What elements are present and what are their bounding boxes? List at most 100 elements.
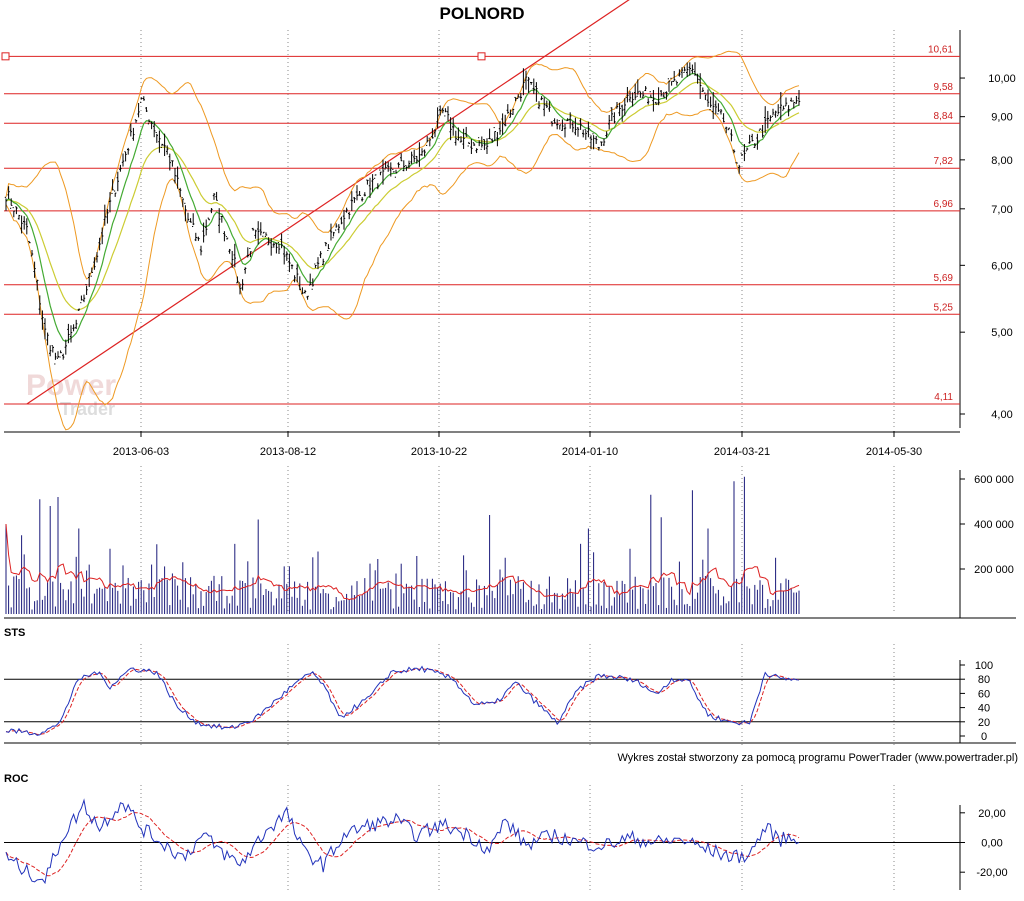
price-bar <box>205 219 208 236</box>
price-bar <box>4 196 8 211</box>
price-bar <box>285 251 288 261</box>
price-bar <box>725 126 728 134</box>
price-bar <box>678 69 681 77</box>
price-bar <box>579 118 582 130</box>
price-bar <box>342 209 346 230</box>
price-bar <box>33 261 36 278</box>
price-bar <box>179 187 182 197</box>
price-bar <box>329 223 333 241</box>
price-bar <box>173 168 177 184</box>
sts-y-tick-label: 80 <box>978 674 990 686</box>
price-bar <box>368 177 372 198</box>
price-bar <box>582 129 585 138</box>
price-bar <box>236 276 239 284</box>
price-y-tick-label: 8,00 <box>991 155 1012 167</box>
price-bar <box>673 70 676 82</box>
price-bar <box>769 115 772 122</box>
price-bar <box>82 294 86 303</box>
price-bar <box>527 76 530 93</box>
price-bar <box>168 153 171 171</box>
price-bar <box>623 98 626 116</box>
price-bar <box>595 136 598 144</box>
price-bar <box>509 109 512 118</box>
price-bar <box>428 137 431 147</box>
price-bar <box>558 120 561 130</box>
price-bar <box>475 148 478 154</box>
price-bar <box>374 174 377 179</box>
price-bar <box>514 96 517 102</box>
price-bar <box>194 232 197 242</box>
price-y-tick-label: 7,00 <box>991 204 1012 216</box>
price-bar <box>522 68 525 96</box>
price-bar <box>431 128 434 139</box>
chart-title: POLNORD <box>440 4 525 23</box>
price-bar <box>251 227 255 231</box>
price-bar <box>566 118 569 122</box>
price-bar <box>384 161 387 170</box>
price-bar <box>150 121 153 130</box>
price-bar <box>407 160 411 169</box>
price-bar <box>93 257 96 270</box>
price-bar <box>665 91 668 100</box>
price-bar <box>433 128 437 138</box>
price-bar <box>480 136 483 150</box>
moving-average-slow <box>5 81 800 311</box>
price-bar <box>199 245 203 256</box>
price-bar <box>163 133 166 157</box>
x-tick-label: 2014-05-30 <box>866 446 922 458</box>
price-bar <box>618 102 621 117</box>
roc-panel: ROC -20,00 0,00 20,00 <box>4 773 1008 890</box>
price-bar <box>691 64 694 74</box>
price-bar <box>626 87 629 103</box>
x-tick-label: 2013-06-03 <box>113 446 169 458</box>
price-bar <box>467 141 470 147</box>
price-bar <box>259 222 262 236</box>
price-bar <box>748 134 751 144</box>
watermark-line2: Trader <box>60 399 115 419</box>
price-bar <box>548 101 551 112</box>
price-bar <box>103 204 106 226</box>
price-bar <box>80 295 83 304</box>
price-bar <box>371 174 374 192</box>
price-bar <box>589 135 593 150</box>
price-bar <box>202 222 205 243</box>
price-bar <box>215 191 218 201</box>
volume-y-tick-label: 400 000 <box>974 519 1014 531</box>
price-bar <box>628 91 632 103</box>
price-bar <box>290 264 294 270</box>
price-bar <box>657 87 660 106</box>
price-bar <box>613 112 616 124</box>
price-bar <box>641 91 645 98</box>
price-bar <box>119 164 122 172</box>
price-bar <box>600 141 603 147</box>
price-bar <box>501 113 504 135</box>
volume-y-tick-label: 200 000 <box>974 564 1014 576</box>
price-bar <box>797 89 801 106</box>
price-y-tick-label: 10,00 <box>988 73 1016 85</box>
sts-y-tick-label: 40 <box>978 703 990 715</box>
price-bar <box>327 244 330 251</box>
price-bar <box>683 66 686 73</box>
price-bar <box>660 90 663 97</box>
price-bar <box>462 128 465 149</box>
price-bar <box>457 127 460 141</box>
price-bar <box>140 97 143 103</box>
price-bar <box>782 105 785 111</box>
price-bar <box>124 151 127 162</box>
price-bar <box>498 121 502 135</box>
price-bar <box>46 332 49 346</box>
price-bar <box>449 117 452 141</box>
price-bar <box>410 151 413 164</box>
price-bar <box>779 92 782 121</box>
price-bar <box>574 117 577 136</box>
price-bar <box>493 127 496 142</box>
price-bar <box>719 108 723 115</box>
price-bar <box>712 92 715 120</box>
price-bar <box>389 162 392 177</box>
price-bar <box>556 119 559 130</box>
price-y-tick-label: 5,00 <box>991 327 1012 339</box>
price-bar <box>400 153 403 162</box>
level-handle <box>1 52 10 61</box>
price-bar <box>95 252 99 263</box>
